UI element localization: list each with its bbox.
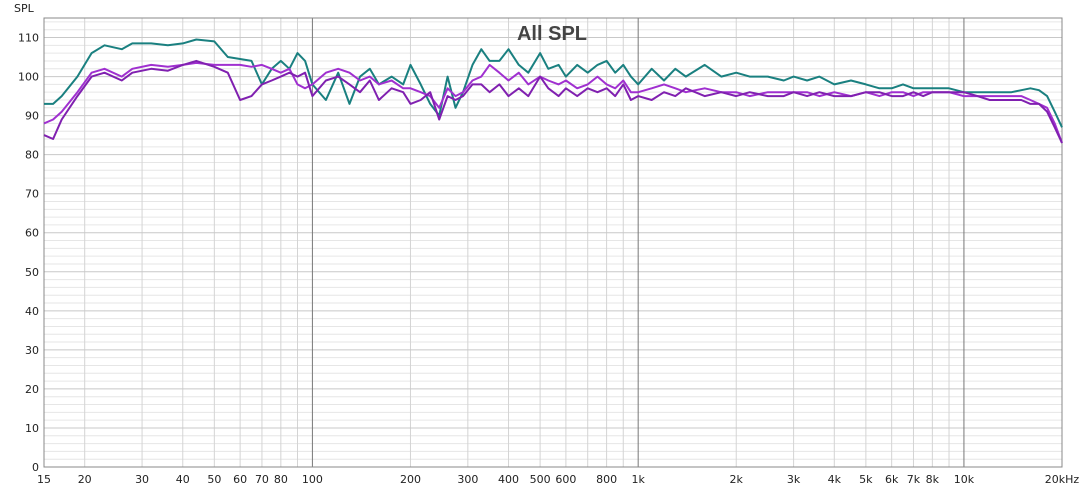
- x-tick-label: 3k: [787, 473, 801, 486]
- chart-title: All SPL: [517, 23, 587, 45]
- x-tick-label: 100: [302, 473, 323, 486]
- x-tick-label: 80: [274, 473, 288, 486]
- x-tick-label: 20kHz: [1045, 473, 1080, 486]
- x-tick-label: 1k: [631, 473, 645, 486]
- x-tick-label: 20: [78, 473, 92, 486]
- x-tick-label: 60: [233, 473, 247, 486]
- x-tick-label: 70: [255, 473, 269, 486]
- x-tick-label: 400: [498, 473, 519, 486]
- y-tick-label: 40: [25, 305, 39, 318]
- x-tick-label: 600: [555, 473, 576, 486]
- x-tick-label: 8k: [926, 473, 940, 486]
- series-line-3: [43, 59, 1063, 144]
- series-line-1: [44, 38, 1063, 128]
- plot-frame: [43, 17, 1063, 468]
- y-tick-label: 90: [25, 110, 39, 123]
- x-tick-label: 7k: [907, 473, 921, 486]
- y-tick-label: 100: [18, 71, 39, 84]
- x-tick-label: 6k: [885, 473, 899, 486]
- x-tick-label: 500: [530, 473, 551, 486]
- x-tick-label: 200: [400, 473, 421, 486]
- y-tick-label: 10: [25, 422, 39, 435]
- y-tick-label: 20: [25, 383, 39, 396]
- y-tick-label: 50: [25, 266, 39, 279]
- x-tick-label: 800: [596, 473, 617, 486]
- y-tick-label: 0: [32, 461, 39, 474]
- x-tick-label: 30: [135, 473, 149, 486]
- x-tick-label: 300: [457, 473, 478, 486]
- x-tick-label: 50: [207, 473, 221, 486]
- x-tick-label: 2k: [730, 473, 744, 486]
- y-tick-label: 110: [18, 32, 39, 45]
- x-tick-label: 4k: [828, 473, 842, 486]
- x-axis-ticks: 15 20 30 40 50 60 70 80 100 200 300 400 500 600 800 1k 2…: [37, 473, 1079, 486]
- x-tick-label: 15: [37, 473, 51, 486]
- y-axis-ticks: 0 10 20 30 40 50 60 70 80 90 100 110: [18, 32, 39, 474]
- series-layer: [43, 38, 1063, 144]
- x-tick-label: 5k: [859, 473, 873, 486]
- x-tick-label: 40: [176, 473, 190, 486]
- y-tick-label: 30: [25, 344, 39, 357]
- y-tick-label: 70: [25, 188, 39, 201]
- y-tick-label: 80: [25, 149, 39, 162]
- y-tick-label: 60: [25, 227, 39, 240]
- x-tick-label: 10k: [954, 473, 975, 486]
- y-axis-label: SPL: [14, 2, 35, 15]
